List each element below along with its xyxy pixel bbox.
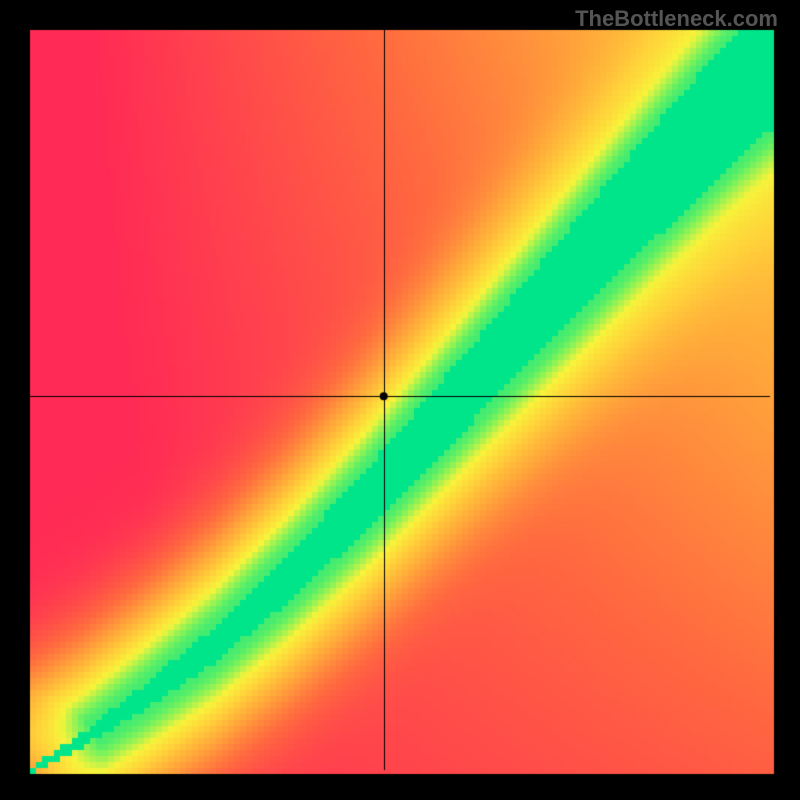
chart-container: { "meta": { "watermark": "TheBottleneck.… [0,0,800,800]
bottleneck-heatmap [0,0,800,800]
